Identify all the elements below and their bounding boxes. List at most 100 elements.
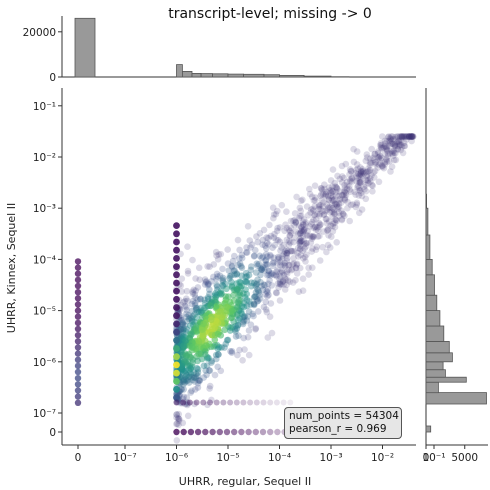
scatter-point: [297, 234, 305, 242]
scatter-point: [388, 140, 395, 147]
scatter-point: [180, 378, 187, 385]
scatter-point: [400, 142, 408, 150]
scatter-point: [364, 177, 372, 184]
scatter-point: [309, 205, 317, 213]
scatter-point: [291, 234, 298, 242]
right-hist-bar: [425, 274, 435, 296]
scatter-point: [320, 199, 327, 206]
scatter-point: [397, 133, 404, 140]
scatter-point: [293, 193, 300, 201]
scatter-point: [284, 249, 291, 257]
scatter-point: [233, 285, 241, 293]
scatter-point: [291, 221, 298, 229]
scatter-point: [324, 205, 332, 212]
scatter-point: [273, 268, 280, 276]
scatter-point: [234, 261, 242, 269]
scatter-point: [296, 239, 304, 246]
scatter-point: [212, 248, 220, 256]
scatter-point: [296, 264, 304, 272]
top-hist-bar: [227, 73, 244, 78]
scatter-point: [383, 143, 391, 150]
scatter-point: [383, 144, 390, 151]
scatter-point: [378, 145, 385, 152]
scatter-point: [365, 179, 372, 187]
scatter-point: [388, 163, 396, 170]
scatter-point: [267, 232, 275, 240]
scatter-point: [184, 267, 192, 275]
scatter-point: [179, 326, 187, 334]
scatter-point: [403, 133, 410, 140]
scatter-point: [400, 133, 407, 140]
scatter-point: [297, 229, 305, 237]
scatter-point: [376, 156, 384, 163]
scatter-point: [394, 146, 402, 153]
x-tick-label: 10⁻¹: [422, 452, 445, 464]
scatter-point: [297, 245, 304, 253]
scatter-point: [299, 218, 307, 226]
scatter-point: [194, 369, 202, 376]
scatter-point: [325, 218, 333, 225]
scatter-point: [178, 364, 186, 372]
scatter-point: [178, 360, 186, 367]
scatter-point: [375, 178, 383, 186]
scatter-point: [74, 381, 82, 388]
scatter-point: [275, 284, 282, 291]
scatter-point: [363, 168, 370, 176]
scatter-point: [281, 247, 289, 255]
scatter-point: [203, 278, 210, 285]
scatter-point: [194, 308, 201, 316]
scatter-point: [179, 419, 187, 427]
scatter-point: [230, 267, 238, 275]
scatter-point: [243, 302, 251, 310]
scatter-point: [316, 257, 324, 264]
scatter-point: [262, 256, 270, 264]
scatter-point: [292, 219, 300, 226]
scatter-point: [180, 428, 187, 436]
scatter-point: [258, 266, 266, 274]
scatter-point: [296, 236, 303, 243]
scatter-point: [245, 271, 253, 279]
scatter-point: [261, 242, 269, 249]
scatter-point: [388, 147, 395, 155]
scatter-point: [187, 314, 194, 322]
scatter-point: [213, 252, 220, 259]
scatter-point: [181, 337, 189, 344]
scatter-point: [194, 296, 201, 303]
scatter-point: [179, 320, 186, 328]
scatter-point: [323, 188, 330, 196]
scatter-point: [179, 366, 187, 373]
top-hist-bar: [303, 75, 332, 78]
scatter-point: [276, 280, 284, 287]
scatter-point: [320, 211, 328, 218]
scatter-point: [221, 326, 228, 334]
scatter-point: [254, 276, 261, 284]
scatter-point: [179, 366, 186, 373]
top-hist-bar: [181, 71, 193, 78]
scatter-point: [190, 374, 197, 381]
scatter-point: [341, 184, 349, 192]
right-hist-x-tick-label: 5000: [451, 452, 478, 464]
scatter-point: [273, 236, 280, 244]
scatter-point: [311, 212, 318, 219]
scatter-point: [252, 289, 260, 296]
scatter-point: [325, 203, 333, 211]
scatter-point: [266, 277, 273, 284]
scatter-point: [206, 286, 213, 293]
scatter-point: [214, 330, 222, 338]
scatter-point: [303, 231, 311, 239]
scatter-point: [274, 207, 281, 215]
scatter-point: [191, 400, 198, 408]
scatter-point: [338, 162, 346, 170]
scatter-point: [307, 209, 314, 216]
scatter-point: [394, 138, 402, 145]
scatter-point: [368, 172, 375, 179]
scatter-point: [180, 386, 187, 393]
scatter-point: [381, 140, 389, 147]
scatter-point: [312, 223, 319, 231]
y-tick-label: 10⁻⁴: [33, 254, 56, 266]
scatter-point: [259, 253, 267, 260]
scatter-point: [331, 200, 339, 208]
scatter-point: [392, 149, 399, 157]
scatter-point: [183, 303, 190, 311]
scatter-point: [311, 203, 319, 210]
